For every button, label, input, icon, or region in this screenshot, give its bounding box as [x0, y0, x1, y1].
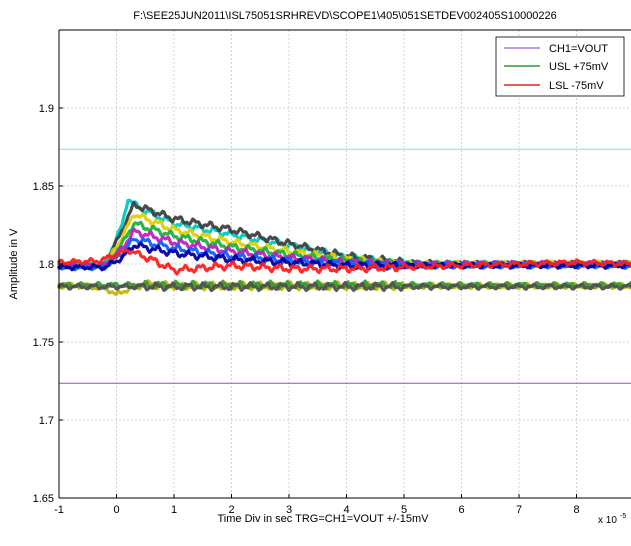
limit-lines: [59, 148, 631, 384]
legend-label-lsl: LSL -75mV: [549, 80, 604, 92]
y-ticks: 1.65 1.7 1.75 1.8 1.85 1.9: [33, 103, 63, 505]
y-axis-label: Amplitude in V: [8, 228, 20, 300]
x-exponent-label: x 10: [598, 515, 617, 526]
x-exponent-power: -5: [620, 513, 626, 520]
x-tick-label: 1: [171, 504, 177, 516]
y-tick-label: 1.9: [39, 103, 54, 115]
x-tick-label: 6: [458, 504, 464, 516]
x-tick-label: -1: [54, 504, 64, 516]
x-tick-label: 4: [343, 504, 349, 516]
x-tick-label: 7: [516, 504, 522, 516]
y-tick-label: 1.75: [33, 337, 54, 349]
x-tick-label: 8: [573, 504, 579, 516]
chart-title: F:\SEE25JUN2011\ISL75051SRHREVD\SCOPE1\4…: [133, 10, 557, 22]
x-tick-label: 3: [286, 504, 292, 516]
x-tick-label: 2: [228, 504, 234, 516]
legend-label-ch1: CH1=VOUT: [549, 43, 608, 55]
y-tick-label: 1.8: [39, 259, 54, 271]
legend-label-usl: USL +75mV: [549, 61, 609, 73]
y-tick-label: 1.7: [39, 415, 54, 427]
waveform-trace: [57, 248, 631, 276]
waveform-trace: [57, 281, 631, 293]
y-tick-label: 1.65: [33, 493, 54, 505]
y-tick-label: 1.85: [33, 181, 54, 193]
x-tick-label: 5: [401, 504, 407, 516]
waveforms: [57, 198, 631, 296]
legend: CH1=VOUT USL +75mV LSL -75mV: [495, 36, 625, 97]
x-ticks: -1 0 1 2 3 4 5 6 7 8: [54, 494, 580, 516]
x-axis-label: Time Div in sec TRG=CH1=VOUT +/-15mV: [218, 513, 430, 525]
x-tick-label: 0: [113, 504, 119, 516]
